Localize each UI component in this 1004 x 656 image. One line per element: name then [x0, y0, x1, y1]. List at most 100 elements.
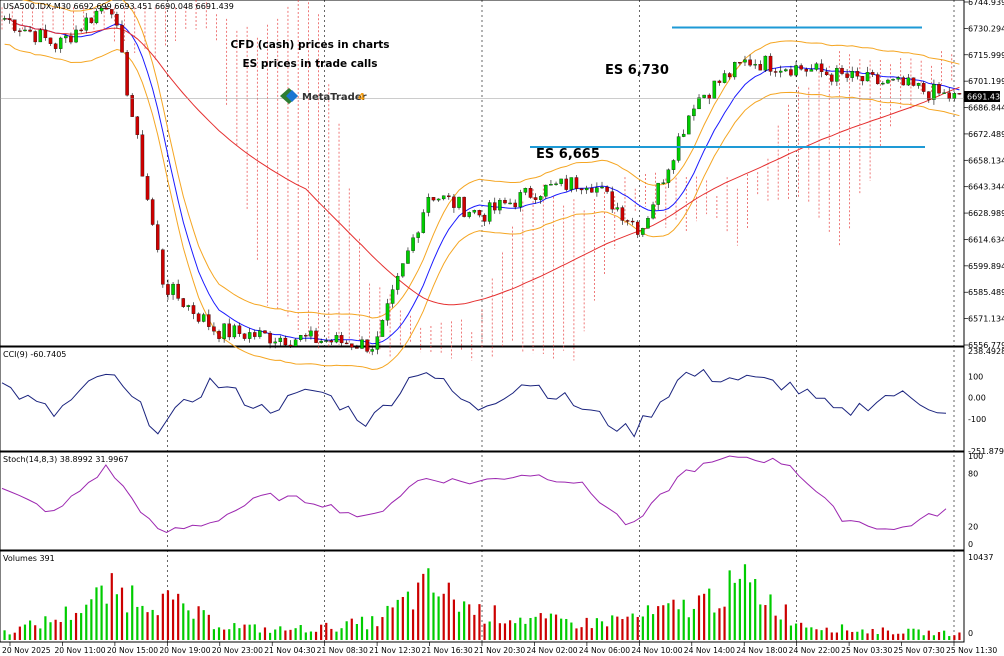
candle-body — [651, 204, 655, 219]
candle-body — [436, 198, 441, 201]
time-tick-label: 20 Nov 2025 — [2, 646, 51, 655]
candle-body — [523, 188, 528, 193]
candle-body — [605, 186, 609, 192]
time-tick-label: 21 Nov 04:30 — [264, 646, 315, 655]
candle-body — [324, 340, 329, 342]
candle-body — [365, 339, 369, 352]
candle-body — [94, 10, 99, 24]
candle-body — [630, 220, 635, 223]
stoch-tick-label: 0 — [968, 540, 973, 549]
candle-body — [64, 35, 68, 39]
price-tick-label: 6730.294 — [968, 24, 1004, 33]
es-high-label: ES 6,730 — [605, 63, 669, 78]
candle-body — [947, 92, 951, 99]
candles — [2, 5, 962, 356]
candle-body — [901, 77, 906, 86]
candle-body — [768, 55, 773, 72]
stoch-series — [1, 455, 947, 534]
candle-body — [472, 210, 477, 213]
candle-body — [518, 192, 523, 208]
candle-body — [69, 35, 73, 43]
candle-body — [135, 116, 140, 135]
candle-body — [707, 94, 711, 99]
candle-body — [528, 188, 533, 198]
candle-body — [493, 202, 497, 211]
candle-body — [452, 196, 456, 208]
candle-body — [544, 184, 548, 197]
candle-body — [130, 95, 134, 117]
candle-body — [426, 197, 431, 213]
candle-body — [212, 326, 216, 332]
cci-tick-label: 100 — [968, 372, 983, 381]
stoch-tick-label: 100 — [968, 452, 983, 461]
window-header: USA500.IDX,M30 6692.699 6693.451 6690.04… — [3, 2, 234, 11]
candle-body — [773, 71, 778, 73]
candle-body — [140, 134, 145, 177]
time-tick-label: 20 Nov 15:00 — [107, 646, 158, 655]
candle-body — [615, 207, 620, 210]
es-low-label: ES 6,665 — [536, 147, 600, 162]
candle-body — [232, 325, 237, 338]
candle-body — [789, 69, 793, 76]
time-tick-label: 21 Nov 12:30 — [369, 646, 420, 655]
candle-body — [416, 232, 420, 238]
candle-body — [753, 64, 757, 66]
time-tick-label: 24 Nov 02:00 — [526, 646, 577, 655]
candle-body — [932, 84, 936, 100]
candle-body — [906, 77, 911, 86]
candle-body — [84, 17, 89, 31]
candle-body — [176, 283, 180, 299]
candle-body — [804, 69, 809, 72]
candle-body — [375, 336, 380, 350]
grid-lines — [167, 0, 955, 642]
candle-body — [743, 59, 747, 63]
candle-body — [717, 80, 722, 83]
candle-body — [237, 325, 242, 334]
cci-panel — [0, 346, 965, 452]
candle-body — [115, 14, 119, 26]
time-tick-label: 25 Nov 11:30 — [946, 646, 997, 655]
candle-body — [38, 29, 43, 43]
candle-body — [482, 214, 487, 222]
volume-tick-label: 10437 — [968, 553, 993, 562]
candle-body — [385, 303, 390, 321]
candle-body — [186, 305, 191, 307]
candle-body — [125, 52, 129, 96]
candle-body — [610, 191, 614, 210]
candle-body — [283, 337, 288, 346]
time-tick-label: 24 Nov 22:00 — [789, 646, 840, 655]
candle-body — [554, 183, 558, 185]
candle-body — [467, 212, 471, 217]
logo-number: 4 — [358, 92, 365, 103]
candle-body — [431, 197, 436, 201]
candle-body — [937, 84, 941, 94]
candle-body — [513, 202, 517, 208]
candle-body — [155, 224, 160, 250]
candle-body — [733, 62, 737, 78]
candle-body — [273, 341, 277, 344]
candle-body — [457, 196, 461, 208]
candle-body — [253, 332, 257, 337]
candle-body — [462, 196, 466, 217]
es-level-lines — [0, 26, 964, 148]
candle-body — [89, 17, 94, 24]
price-tick-label: 6658.134 — [968, 156, 1004, 165]
candle-body — [395, 275, 400, 290]
candle-body — [569, 177, 574, 190]
candle-body — [584, 187, 589, 191]
price-tick-label: 6571.134 — [968, 315, 1004, 324]
candle-body — [74, 29, 78, 43]
candle-body — [191, 305, 196, 314]
candle-body — [268, 332, 272, 344]
candle-body — [687, 115, 691, 135]
candle-body — [819, 63, 824, 72]
candle-body — [401, 263, 405, 277]
price-tick-label: 6701.199 — [968, 77, 1004, 86]
candle-body — [247, 332, 252, 339]
candle-body — [181, 298, 186, 307]
candle-body — [809, 69, 814, 72]
time-tick-label: 21 Nov 20:30 — [474, 646, 525, 655]
current-price-label: 6691.439 — [967, 93, 1004, 102]
candle-body — [161, 249, 165, 285]
